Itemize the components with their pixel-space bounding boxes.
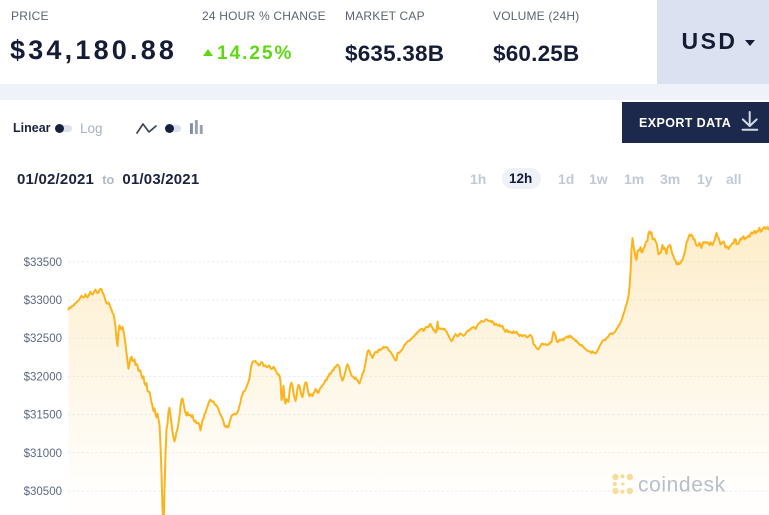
svg-text:$33000: $33000 [24, 295, 62, 307]
svg-text:$32000: $32000 [24, 371, 62, 383]
svg-text:$30500: $30500 [24, 486, 62, 498]
svg-text:$33500: $33500 [24, 257, 62, 269]
svg-text:$31500: $31500 [24, 410, 62, 422]
svg-text:$31000: $31000 [24, 448, 62, 460]
svg-text:$32500: $32500 [24, 333, 62, 345]
